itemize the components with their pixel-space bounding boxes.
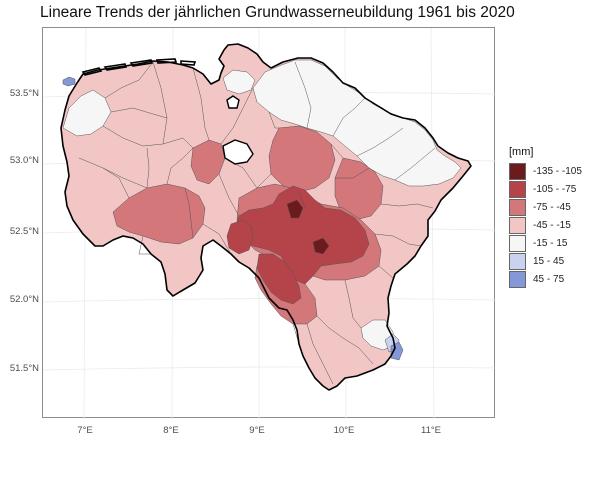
legend-swatch bbox=[509, 234, 526, 252]
region-north-island-neutral bbox=[222, 69, 256, 95]
legend-item: -75 - -45 bbox=[509, 198, 582, 216]
region-darkest-1 bbox=[286, 199, 304, 219]
y-tick-label: 52.0°N bbox=[9, 294, 39, 305]
y-tick-label: 52.5°N bbox=[9, 226, 39, 237]
lon-line-11 bbox=[430, 28, 435, 419]
legend-swatch bbox=[509, 216, 526, 234]
x-tick-label: 8°E bbox=[163, 425, 179, 436]
legend-label: -135 - -105 bbox=[533, 165, 582, 177]
region-hannover-dark bbox=[234, 185, 370, 285]
legend-swatch bbox=[509, 198, 526, 216]
legend-label: -105 - -75 bbox=[533, 183, 577, 195]
legend-label: 15 - 45 bbox=[533, 255, 565, 267]
legend-label: -75 - -45 bbox=[533, 201, 571, 213]
y-tick-label: 51.5°N bbox=[9, 363, 39, 374]
legend-item: 15 - 45 bbox=[509, 252, 582, 270]
legend-swatch bbox=[509, 180, 526, 198]
map-title: Lineare Trends der jährlichen Grundwasse… bbox=[40, 4, 515, 21]
legend-label: 45 - 75 bbox=[533, 273, 565, 285]
region-northwest-neutral bbox=[62, 89, 112, 137]
island-blue bbox=[62, 76, 76, 87]
lat-line-51-5 bbox=[43, 366, 496, 371]
state-border bbox=[60, 43, 472, 391]
region-northeast-neutral bbox=[252, 59, 462, 187]
legend-item: -15 - 15 bbox=[509, 234, 582, 252]
legend-title: [mm] bbox=[509, 146, 534, 158]
catchment-lines bbox=[78, 61, 436, 385]
legend-label: -15 - 15 bbox=[533, 237, 568, 249]
legend-item: -105 - -75 bbox=[509, 180, 582, 198]
y-tick-label: 53.0°N bbox=[9, 155, 39, 166]
legend-swatch bbox=[509, 252, 526, 270]
x-tick-label: 11°E bbox=[421, 425, 441, 436]
x-tick-label: 10°E bbox=[333, 425, 355, 436]
x-tick-label: 9°E bbox=[249, 425, 265, 436]
region-weser-dark bbox=[226, 219, 254, 255]
legend-item: 45 - 75 bbox=[509, 270, 582, 288]
legend-swatch bbox=[509, 270, 526, 288]
bremerhaven-enclave bbox=[226, 95, 240, 109]
map-panel bbox=[42, 27, 496, 419]
region-central-north-medium bbox=[268, 125, 336, 193]
x-tick-label: 7°E bbox=[77, 425, 93, 436]
region-east-medium bbox=[334, 157, 384, 221]
legend-swatch bbox=[509, 162, 526, 180]
y-tick-label: 53.5°N bbox=[9, 88, 39, 99]
legend: [mm] -135 - -105 -105 - -75 -75 - -45 -4… bbox=[509, 146, 582, 288]
region-deister-dark bbox=[256, 253, 302, 305]
bremen-enclave bbox=[222, 139, 254, 165]
region-darkest-2 bbox=[312, 237, 330, 255]
legend-label: -45 - -15 bbox=[533, 219, 571, 231]
legend-item: -45 - -15 bbox=[509, 216, 582, 234]
map-svg bbox=[43, 28, 496, 419]
legend-item: -135 - -105 bbox=[509, 162, 582, 180]
